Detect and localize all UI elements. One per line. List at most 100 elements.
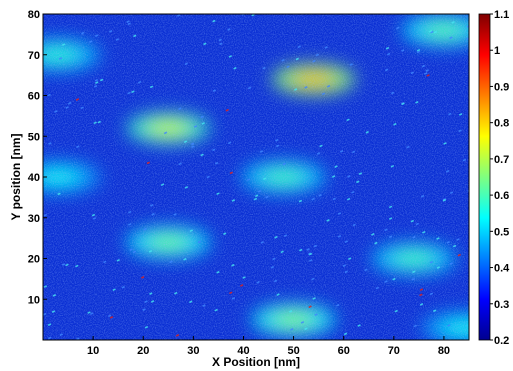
- speck: [339, 150, 344, 153]
- speck: [346, 197, 351, 201]
- colorbar-tick-label: 0.6: [494, 190, 509, 202]
- speck: [184, 62, 188, 66]
- speck: [411, 277, 416, 281]
- speck: [214, 161, 219, 165]
- speck: [410, 219, 415, 223]
- speck: [54, 110, 58, 113]
- speck: [93, 84, 98, 88]
- speck: [307, 252, 312, 256]
- speck: [406, 145, 410, 149]
- speck: [312, 297, 316, 300]
- speck: [256, 281, 260, 284]
- speck: [47, 323, 52, 326]
- speck: [364, 268, 368, 272]
- speck: [58, 57, 63, 60]
- speck: [413, 324, 417, 328]
- speck: [174, 291, 178, 295]
- speck: [443, 142, 447, 145]
- speck: [346, 118, 350, 122]
- speck: [51, 310, 56, 314]
- speck: [43, 213, 48, 217]
- speck: [429, 260, 434, 264]
- speck: [282, 162, 287, 166]
- speck: [446, 240, 450, 244]
- x-tick-label: 30: [187, 345, 199, 357]
- colorbar-tick-label: 0.7: [494, 154, 509, 166]
- speck: [92, 216, 97, 220]
- speck: [144, 300, 148, 304]
- speck: [212, 89, 217, 92]
- speck: [415, 100, 419, 104]
- speck: [385, 46, 390, 50]
- speck: [150, 300, 155, 303]
- speck: [298, 199, 303, 203]
- speck: [432, 309, 437, 313]
- speck: [242, 276, 246, 279]
- speck: [371, 233, 375, 236]
- speck: [132, 250, 137, 254]
- colorbar-tick-label: 0.5: [494, 226, 509, 238]
- colorbar-tick-label: 1.1: [494, 9, 509, 21]
- speck: [316, 152, 321, 155]
- speck: [334, 165, 338, 168]
- y-axis-label: Y position [nm]: [9, 133, 23, 220]
- speck: [80, 31, 85, 35]
- speck: [315, 53, 320, 57]
- speck: [448, 112, 452, 116]
- speck: [286, 65, 290, 69]
- speck: [318, 194, 322, 197]
- speck: [163, 131, 168, 135]
- y-tick-label: 50: [28, 131, 40, 143]
- speck: [274, 235, 278, 239]
- speck: [239, 284, 244, 287]
- speck: [308, 305, 312, 309]
- speck: [384, 280, 388, 283]
- speck: [349, 63, 353, 66]
- speck: [144, 325, 149, 329]
- speck: [419, 288, 424, 291]
- y-axis: 10 20 30 40 50 60 70 80: [28, 9, 47, 306]
- speck: [358, 172, 363, 175]
- speck: [435, 14, 439, 16]
- speck: [319, 144, 323, 148]
- speck: [436, 237, 440, 240]
- speck: [227, 28, 231, 31]
- speck: [388, 235, 393, 239]
- speck: [216, 270, 220, 274]
- speck: [190, 142, 195, 146]
- speck: [129, 248, 133, 252]
- x-tick-label: 10: [87, 345, 99, 357]
- speck: [141, 276, 145, 279]
- speck: [61, 43, 66, 46]
- speck: [214, 308, 218, 312]
- heatmap-noise: [43, 14, 469, 340]
- speck: [449, 191, 454, 195]
- speck: [47, 93, 51, 97]
- speck: [247, 86, 252, 90]
- speck: [275, 138, 279, 142]
- speck: [433, 30, 438, 34]
- speck: [183, 140, 188, 144]
- speck: [149, 85, 154, 89]
- speck: [447, 323, 451, 327]
- speck: [57, 192, 61, 196]
- speck: [326, 84, 331, 88]
- speck: [131, 90, 135, 94]
- speck: [462, 158, 466, 162]
- speck: [280, 250, 284, 254]
- speck: [43, 312, 47, 316]
- speck: [270, 265, 275, 269]
- speck: [257, 189, 262, 193]
- y-tick-label: 40: [28, 172, 40, 184]
- speck: [59, 333, 63, 336]
- speck: [442, 198, 447, 202]
- speck: [416, 48, 421, 52]
- speck: [412, 235, 416, 239]
- speck: [388, 205, 393, 209]
- speck: [416, 50, 421, 54]
- speck: [91, 213, 96, 217]
- speck: [347, 175, 351, 178]
- speck: [200, 115, 204, 119]
- speck: [457, 253, 461, 257]
